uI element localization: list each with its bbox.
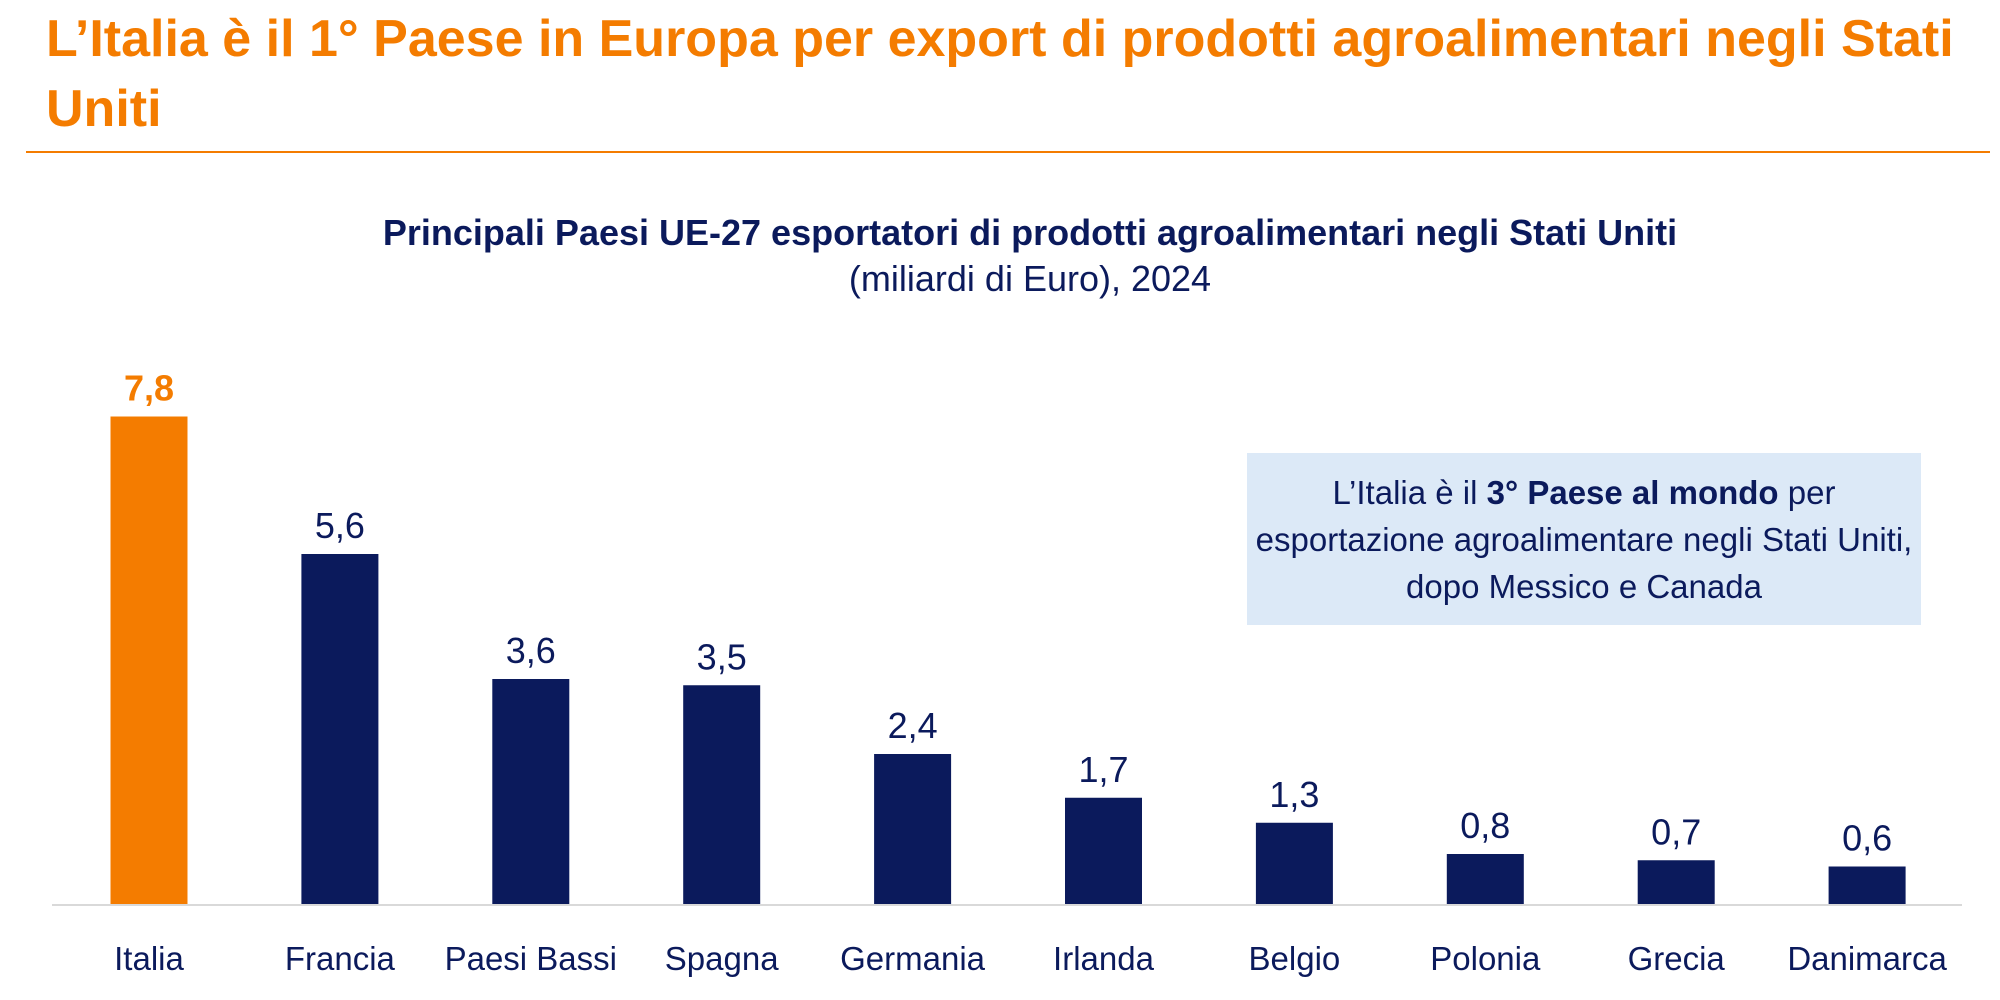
value-label: 1,7 (1078, 749, 1128, 790)
category-label: Germania (840, 940, 986, 977)
category-label: Grecia (1628, 940, 1726, 977)
bar-grecia (1637, 860, 1715, 904)
callout-box: L’Italia è il 3° Paese al mondo per espo… (1247, 453, 1921, 625)
callout-bold: 3° Paese al mondo (1486, 474, 1779, 511)
bar-paesi-bassi (492, 679, 570, 904)
title-divider (26, 151, 1990, 153)
bar-spagna (683, 685, 761, 904)
value-label: 7,8 (124, 368, 174, 409)
callout-text: L’Italia è il (1332, 474, 1487, 511)
bar-danimarca (1828, 866, 1906, 904)
bar-francia (301, 554, 379, 904)
category-label: Polonia (1430, 940, 1541, 977)
value-label: 0,7 (1651, 811, 1701, 852)
category-label: Italia (114, 940, 184, 977)
value-label: 0,6 (1842, 818, 1892, 859)
chart-subtitle: (miliardi di Euro), 2024 (848, 258, 1212, 299)
category-label: Belgio (1249, 940, 1341, 977)
bar-belgio (1255, 822, 1333, 904)
page-title: L’Italia è il 1° Paese in Europa per exp… (46, 10, 1954, 138)
chart-title: Principali Paesi UE-27 esportatori di pr… (382, 212, 1678, 253)
value-label: 1,3 (1269, 774, 1319, 815)
value-label: 0,8 (1460, 805, 1510, 846)
value-label: 2,4 (888, 705, 938, 746)
value-label: 3,5 (697, 636, 747, 677)
category-label: Irlanda (1053, 940, 1155, 977)
category-label: Spagna (665, 940, 779, 977)
category-label: Danimarca (1787, 940, 1947, 977)
bar-polonia (1446, 854, 1524, 904)
value-label: 3,6 (506, 630, 556, 671)
bar-italia (110, 416, 188, 904)
bar-irlanda (1065, 797, 1142, 904)
category-label: Paesi Bassi (445, 940, 617, 977)
callout-text-end: per esportazione agroalimentare negli St… (1255, 474, 1913, 605)
bar-germania (874, 754, 952, 904)
category-label: Francia (285, 940, 396, 977)
value-label: 5,6 (315, 505, 365, 546)
